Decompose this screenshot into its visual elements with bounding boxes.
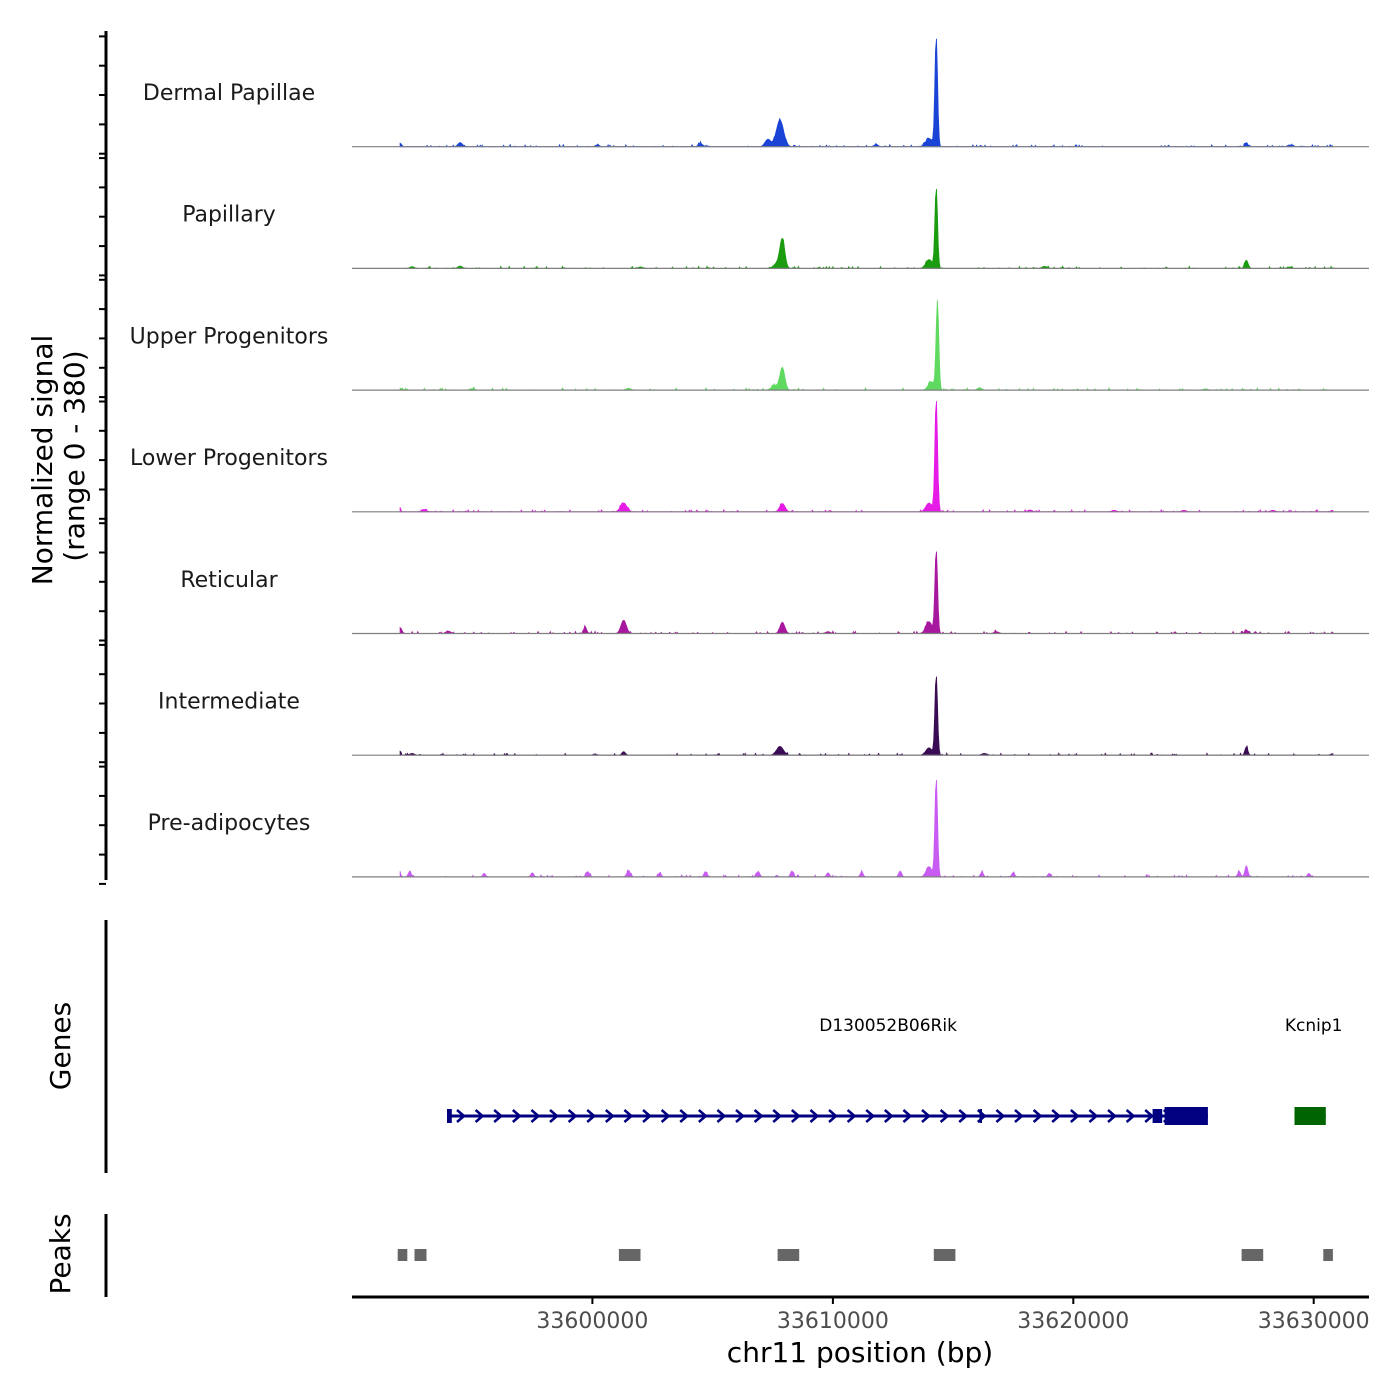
x-axis-title: chr11 position (bp) <box>727 1336 993 1369</box>
peak-region <box>414 1249 427 1261</box>
gene-label: D130052B06Rik <box>819 1016 957 1036</box>
strand-arrow <box>679 1109 690 1123</box>
x-tick-label: 33620000 <box>1017 1309 1129 1334</box>
gene-kcnip1: Kcnip1 <box>1285 1016 1343 1125</box>
strand-arrow <box>567 1109 578 1123</box>
track-label: Papillary <box>182 203 276 228</box>
track-label: Lower Progenitors <box>130 446 328 471</box>
track-upper-progenitors: Upper Progenitors <box>130 300 1369 391</box>
strand-arrow <box>456 1109 466 1123</box>
strand-arrow <box>1032 1109 1043 1123</box>
strand-arrow <box>939 1109 950 1123</box>
strand-arrow <box>846 1109 857 1123</box>
strand-arrow <box>474 1109 485 1123</box>
peak-region <box>1323 1249 1333 1261</box>
strand-arrow <box>921 1109 931 1123</box>
track-label: Reticular <box>180 568 278 593</box>
strand-arrow <box>604 1109 615 1123</box>
track-papillary: Papillary <box>182 188 1369 270</box>
coverage-area <box>399 401 1334 513</box>
strand-arrow <box>958 1109 969 1123</box>
gene-exon <box>1164 1107 1208 1125</box>
coverage-area <box>399 300 1333 391</box>
strand-arrow <box>493 1109 504 1123</box>
coverage-tracks: Dermal Papillae Papillary Upper Progenitor… <box>130 38 1369 878</box>
track-reticular: Reticular <box>180 551 1369 635</box>
strand-arrow <box>530 1109 541 1123</box>
strand-arrow <box>1125 1109 1136 1123</box>
gene-exon <box>979 1109 982 1123</box>
gene-d130052b06rik: D130052B06Rik <box>447 1016 1208 1125</box>
track-lower-progenitors: Lower Progenitors <box>130 401 1369 513</box>
coverage-area <box>399 779 1333 878</box>
strand-arrow <box>1088 1109 1099 1123</box>
strand-arrow <box>549 1109 559 1123</box>
strand-arrow <box>809 1109 820 1123</box>
peak-region <box>397 1249 408 1261</box>
track-label: Dermal Papillae <box>143 81 315 106</box>
strand-arrow <box>586 1109 597 1123</box>
gene-exon <box>447 1109 452 1123</box>
gene-label: Kcnip1 <box>1285 1016 1343 1036</box>
gene-exon <box>1152 1109 1163 1123</box>
strand-arrow <box>828 1109 838 1123</box>
y-axis-range: (range 0 - 380) <box>58 350 91 561</box>
coverage-area <box>399 551 1334 635</box>
strand-arrow <box>883 1109 894 1123</box>
strand-arrow <box>902 1109 913 1123</box>
coverage-area <box>400 188 1334 270</box>
strand-arrow <box>865 1109 876 1123</box>
x-tick-label: 33610000 <box>777 1309 889 1334</box>
gene-track: D130052B06Rik Kcnip1 <box>447 1016 1343 1125</box>
strand-arrow <box>623 1109 634 1123</box>
peak-region <box>618 1249 641 1261</box>
strand-arrow <box>735 1109 745 1123</box>
peak-region <box>1241 1249 1264 1261</box>
strand-arrow <box>697 1109 708 1123</box>
x-axis: 33600000 33610000 33620000 33630000 <box>352 1295 1370 1334</box>
track-label: Upper Progenitors <box>130 324 329 349</box>
track-dermal-papillae: Dermal Papillae <box>143 38 1369 148</box>
genes-axis-title: Genes <box>44 1002 77 1090</box>
strand-arrow <box>1107 1109 1117 1123</box>
strand-arrow <box>1014 1109 1024 1123</box>
track-pre-adipocytes: Pre-adipocytes <box>148 779 1369 878</box>
strand-arrow <box>1069 1109 1080 1123</box>
strand-arrow <box>772 1109 783 1123</box>
peak-region <box>777 1249 800 1261</box>
strand-arrow <box>790 1109 801 1123</box>
coverage-area <box>399 38 1334 148</box>
strand-arrow <box>1051 1109 1062 1123</box>
x-tick-label: 33600000 <box>536 1309 648 1334</box>
strand-arrow <box>753 1109 764 1123</box>
gene-exon <box>1294 1107 1326 1125</box>
strand-arrow <box>642 1109 652 1123</box>
track-intermediate: Intermediate <box>158 676 1369 757</box>
y-axis-title: Normalized signal <box>26 335 59 586</box>
track-label: Intermediate <box>158 690 300 715</box>
strand-arrow <box>1144 1109 1155 1123</box>
strand-arrow <box>660 1109 671 1123</box>
strand-arrow <box>716 1109 727 1123</box>
left-axes <box>99 31 108 1297</box>
track-label: Pre-adipocytes <box>148 811 311 836</box>
strand-arrow <box>995 1109 1006 1123</box>
peak-region <box>933 1249 956 1261</box>
peaks-axis-title: Peaks <box>44 1213 77 1294</box>
coverage-area <box>399 676 1334 757</box>
x-tick-label: 33630000 <box>1258 1309 1370 1334</box>
strand-arrow <box>511 1109 522 1123</box>
peak-track <box>397 1249 1333 1261</box>
